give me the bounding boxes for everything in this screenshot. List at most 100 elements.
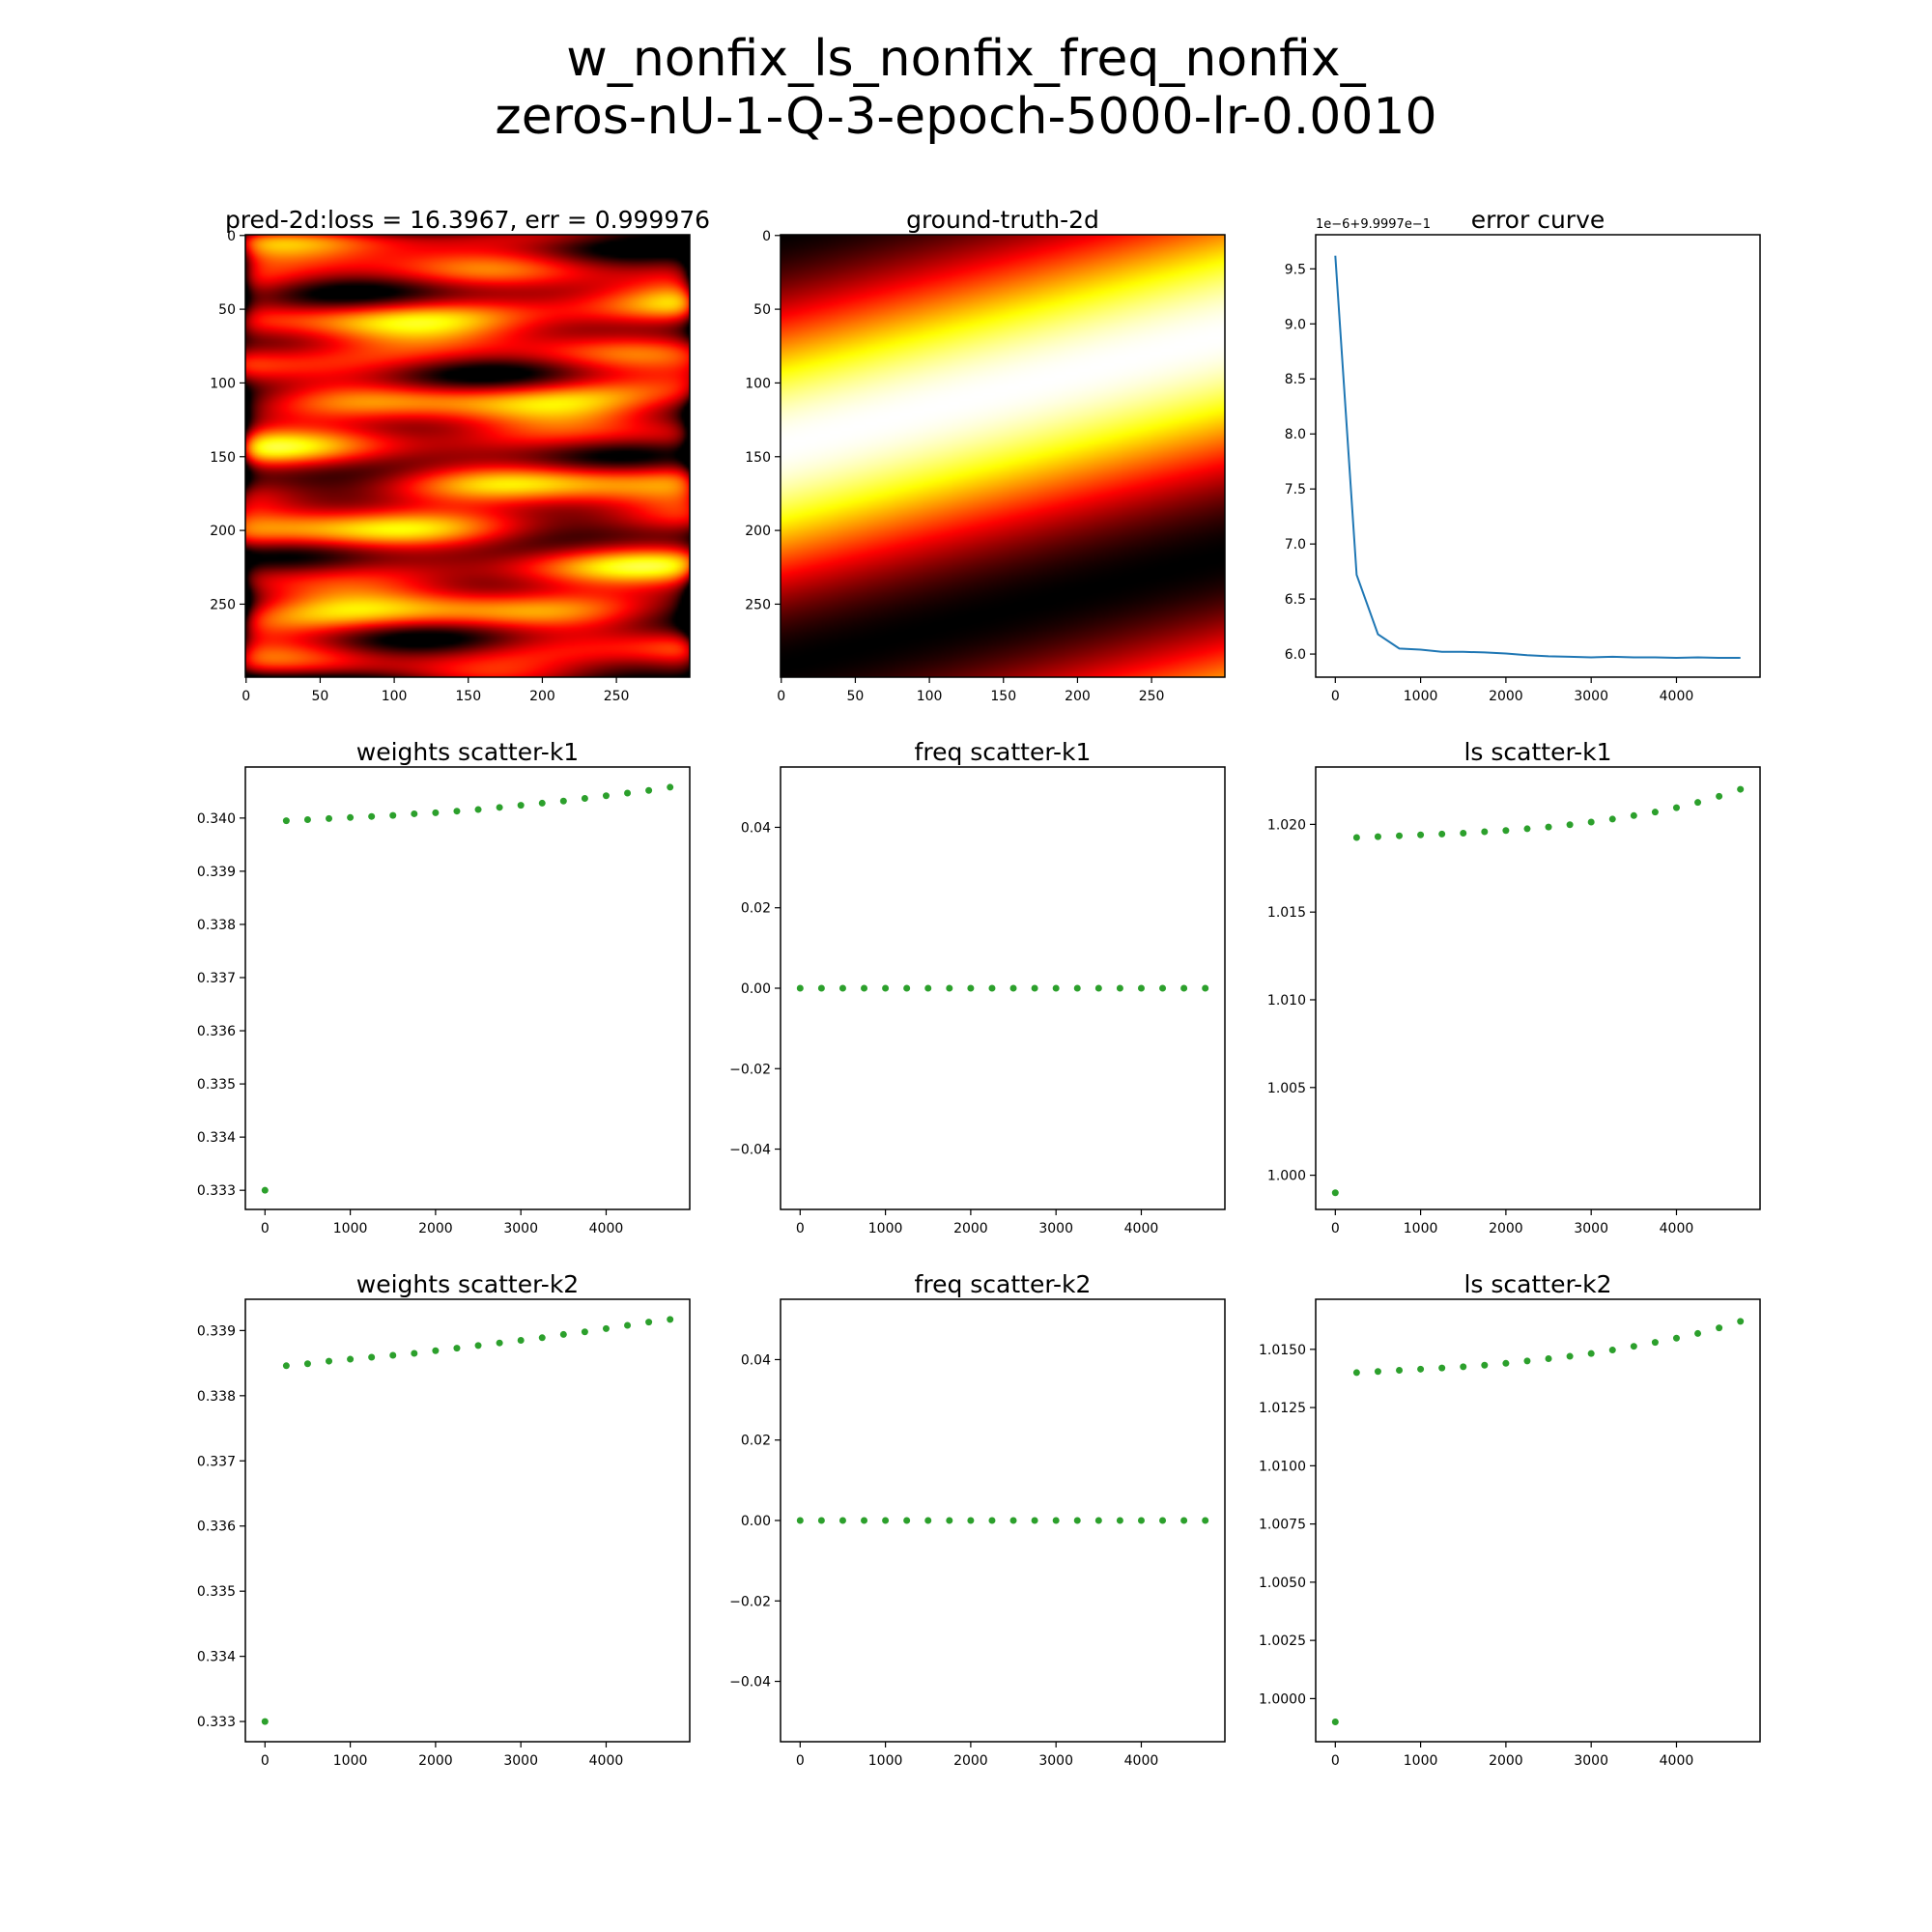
chart-gt: 0 50 100 150 200 250 0 50 100 150 200 250 ground-tru… — [745, 206, 1226, 704]
scatter-point — [882, 1517, 890, 1524]
scatter-point — [1009, 1517, 1017, 1524]
axes-frame — [1315, 766, 1761, 1210]
x-tick-label: 2000 — [953, 1221, 988, 1236]
scatter-point — [817, 1517, 825, 1524]
scatter-point — [1481, 828, 1489, 836]
x-tick-label: 200 — [1065, 689, 1091, 704]
x-tick-label: 1000 — [1404, 1753, 1438, 1769]
scatter-point — [838, 1517, 846, 1524]
x-tick-label: 4000 — [1660, 1753, 1694, 1769]
x-tick-label: 3000 — [1038, 1221, 1073, 1236]
scatter-point — [432, 809, 440, 816]
y-tick-label: 0.340 — [197, 811, 236, 827]
scatter-point — [538, 799, 546, 807]
scatter-point — [1116, 1517, 1123, 1524]
scatter-point — [796, 1517, 804, 1524]
chart-w2: 0 1000 2000 3000 4000 0.333 0.334 0.335 0.336 0.3… — [197, 1270, 691, 1769]
y-tick-label: 6.5 — [1285, 592, 1306, 608]
scatter-point — [1608, 815, 1616, 823]
scatter-point — [1116, 984, 1123, 992]
x-tick-label: 50 — [312, 689, 329, 704]
y-tick-label: 9.0 — [1285, 317, 1306, 332]
y-tick-label: 100 — [745, 376, 771, 391]
scatter-point — [1202, 1517, 1209, 1524]
chart-l1: 0 1000 2000 3000 4000 1.000 1.005 1.010 1.015 1.0… — [1267, 738, 1761, 1236]
scatter-point — [453, 1345, 461, 1352]
y-tick-label: 250 — [745, 597, 771, 612]
x-tick-label: 0 — [261, 1753, 270, 1769]
x-tick-label: 200 — [529, 689, 555, 704]
x-tick-label: 3000 — [1574, 1753, 1608, 1769]
x-tick-label: 4000 — [1660, 689, 1694, 704]
scatter-point — [1202, 984, 1209, 992]
heatmap-image — [245, 235, 690, 677]
x-tick-label: 1000 — [1404, 689, 1438, 704]
axes-frame — [780, 234, 1226, 678]
y-tick-label: 0.04 — [741, 820, 771, 836]
y-tick-label: −0.04 — [729, 1143, 771, 1158]
y-tick-label: 0.336 — [197, 1520, 236, 1535]
y-tick-label: 150 — [210, 450, 236, 466]
scatter-point — [1438, 830, 1446, 838]
scatter-point — [1502, 827, 1510, 835]
scatter-point — [1460, 829, 1467, 837]
scatter-point — [838, 984, 846, 992]
scatter-point — [1672, 1334, 1680, 1342]
x-tick-label: 4000 — [1124, 1221, 1159, 1236]
scatter-point — [967, 984, 975, 992]
scatter-point — [411, 810, 418, 817]
y-tick-label: 0.338 — [197, 918, 236, 933]
figure-title-line-2: zeros-nU-1-Q-3-epoch-5000-lr-0.0010 — [495, 88, 1437, 146]
scatter-point — [411, 1350, 418, 1357]
chart-pred: 0 50 100 150 200 250 0 50 100 150 200 250 pred-2d:lo… — [210, 206, 710, 704]
y-tick-label: −0.02 — [729, 1062, 771, 1077]
x-tick-label: 4000 — [589, 1753, 624, 1769]
scatter-point — [517, 1336, 525, 1344]
x-tick-label: 1000 — [1404, 1221, 1438, 1236]
chart-title: ground-truth-2d — [906, 206, 1099, 234]
x-tick-label: 1000 — [868, 1753, 903, 1769]
y-tick-label: 1.015 — [1267, 905, 1306, 921]
scatter-point — [1694, 799, 1702, 807]
scatter-point — [347, 1355, 355, 1363]
scatter-point — [1566, 821, 1574, 829]
scatter-point — [1009, 984, 1017, 992]
y-tick-label: 1.0150 — [1259, 1343, 1306, 1358]
scatter-point — [645, 786, 653, 794]
scatter-point — [559, 797, 567, 805]
x-tick-label: 0 — [1331, 1753, 1340, 1769]
y-tick-label: 0.335 — [197, 1584, 236, 1600]
chart-title: weights scatter-k2 — [356, 1270, 579, 1298]
scatter-point — [303, 815, 311, 823]
scatter-point — [326, 1357, 333, 1365]
y-tick-label: 0.02 — [741, 1434, 771, 1449]
scatter-point — [861, 1517, 868, 1524]
scatter-point — [988, 1517, 996, 1524]
scatter-point — [347, 813, 355, 821]
scatter-point — [1545, 823, 1552, 831]
scatter-point — [817, 984, 825, 992]
axes-frame — [244, 234, 691, 678]
y-tick-label: 0.04 — [741, 1352, 771, 1368]
chart-err: 0 1000 2000 3000 4000 6.0 6.5 7.0 7.5 8.0 8.5 9.0 9.… — [1285, 206, 1761, 704]
chart-title: weights scatter-k1 — [356, 738, 579, 766]
scatter-point — [645, 1319, 653, 1326]
scatter-point — [261, 1186, 269, 1194]
axes-frame — [1315, 1298, 1761, 1743]
scatter-point — [1180, 1517, 1188, 1524]
chart-f2: 0 1000 2000 3000 4000 −0.04 −0.02 0.00 0.02 0.04 f… — [729, 1270, 1226, 1769]
y-tick-label: 0.336 — [197, 1024, 236, 1039]
scatter-point — [1137, 984, 1145, 992]
x-tick-label: 2000 — [953, 1753, 988, 1769]
x-tick-label: 3000 — [1574, 689, 1608, 704]
scatter-point — [946, 984, 953, 992]
x-tick-label: 0 — [1331, 689, 1340, 704]
scatter-point — [474, 1342, 482, 1350]
scatter-point — [903, 1517, 911, 1524]
scatter-point — [1502, 1359, 1510, 1367]
y-tick-label: −0.02 — [729, 1594, 771, 1609]
y-tick-label: 0.335 — [197, 1077, 236, 1093]
scatter-point — [1374, 1368, 1381, 1376]
y-tick-label: 1.0050 — [1259, 1576, 1306, 1591]
axes-frame — [244, 1298, 691, 1743]
